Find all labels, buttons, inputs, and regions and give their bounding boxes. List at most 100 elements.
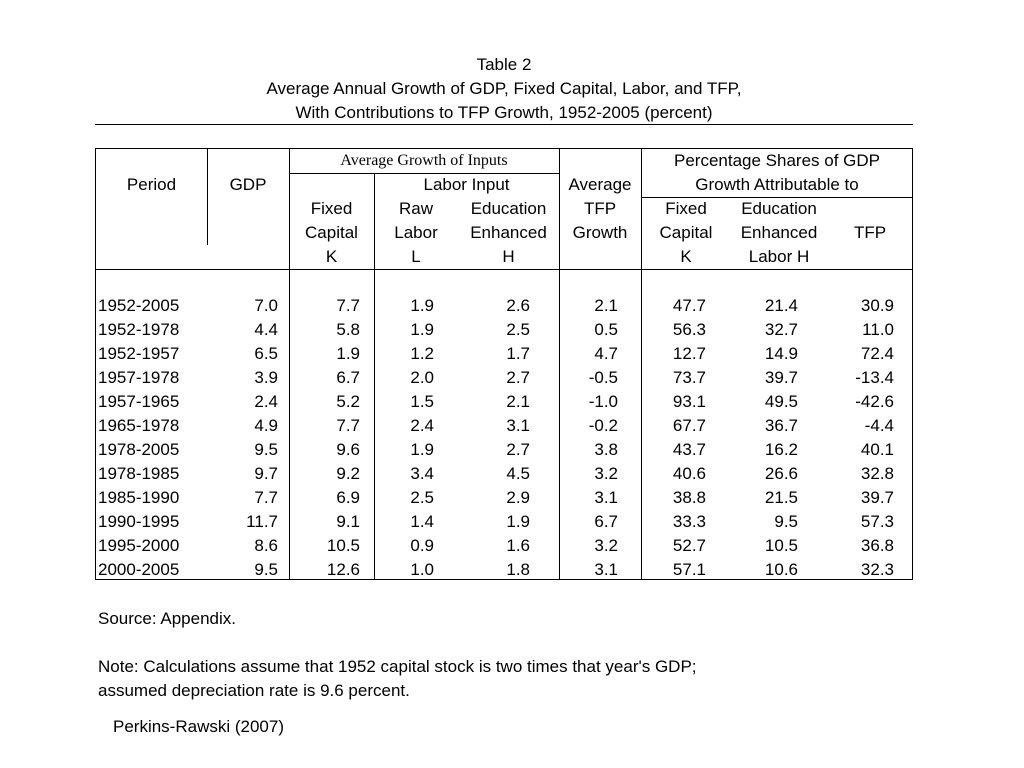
cell-share-education: 9.5: [774, 512, 798, 531]
cell-fixed-capital: 5.2: [336, 392, 360, 411]
divider-gdp-inputs: [289, 149, 290, 580]
cell-education-enhanced: 2.7: [506, 368, 530, 387]
source-note: Source: Appendix.: [98, 609, 236, 628]
cell-period: 1957-1978: [98, 368, 180, 387]
header-fixed: Fixed: [310, 199, 353, 218]
cell-share-capital: 12.7: [672, 344, 706, 363]
cell-gdp: 11.7: [246, 512, 278, 531]
header-share-capital: Capital: [659, 223, 713, 242]
cell-period: 2000-2005: [98, 560, 180, 579]
cell-share-capital: 67.7: [672, 416, 706, 435]
cell-raw-labor: 2.4: [410, 416, 434, 435]
cell-raw-labor: 1.0: [410, 560, 434, 579]
data-table: Average Growth of Inputs Percentage Shar…: [95, 148, 913, 580]
divider-fixed-raw: [374, 173, 375, 580]
cell-tfp-growth: -0.5: [588, 368, 618, 387]
cell-share-capital: 40.6: [672, 464, 706, 483]
cell-tfp-growth: 3.1: [594, 560, 618, 579]
cell-gdp: 4.4: [254, 320, 278, 339]
cell-fixed-capital: 7.7: [336, 416, 360, 435]
symbol-share-k: K: [680, 247, 692, 266]
cell-share-tfp: 36.8: [860, 536, 894, 555]
cell-share-tfp: -42.6: [855, 392, 894, 411]
cell-share-capital: 57.1: [672, 560, 706, 579]
header-pct-shares-line2: Growth Attributable to: [695, 175, 859, 194]
cell-gdp: 8.6: [254, 536, 278, 555]
cell-share-education: 49.5: [764, 392, 798, 411]
cell-fixed-capital: 10.5: [326, 536, 360, 555]
header-period: Period: [126, 175, 177, 194]
cell-raw-labor: 1.2: [410, 344, 434, 363]
cell-gdp: 2.4: [254, 392, 278, 411]
cell-fixed-capital: 1.9: [336, 344, 360, 363]
cell-raw-labor: 2.5: [410, 488, 434, 507]
rule-under-header: [96, 269, 913, 270]
cell-education-enhanced: 2.5: [506, 320, 530, 339]
cell-share-capital: 47.7: [672, 296, 706, 315]
cell-fixed-capital: 5.8: [336, 320, 360, 339]
cell-period: 1978-1985: [98, 464, 180, 483]
cell-period: 1995-2000: [98, 536, 180, 555]
note-line-2: assumed depreciation rate is 9.6 percent…: [98, 681, 410, 700]
cell-education-enhanced: 2.6: [506, 296, 530, 315]
symbol-k: K: [325, 247, 338, 266]
cell-tfp-growth: 4.7: [594, 344, 618, 363]
header-education: Education: [470, 199, 547, 218]
cell-share-education: 39.7: [764, 368, 798, 387]
cell-period: 1985-1990: [98, 488, 180, 507]
cell-gdp: 7.0: [254, 296, 278, 315]
header-share-fixed: Fixed: [665, 199, 707, 218]
cell-share-tfp: 11.0: [862, 320, 894, 339]
table-title: Table 2 Average Annual Growth of GDP, Fi…: [95, 53, 913, 125]
header-enhanced: Enhanced: [470, 223, 547, 242]
cell-share-tfp: 30.9: [860, 296, 894, 315]
cell-gdp: 6.5: [254, 344, 278, 363]
cell-gdp: 7.7: [254, 488, 278, 507]
cell-period: 1957-1965: [98, 392, 180, 411]
cell-gdp: 4.9: [254, 416, 278, 435]
cell-raw-labor: 1.9: [410, 296, 434, 315]
cell-share-tfp: 32.3: [860, 560, 894, 579]
cell-share-education: 10.5: [764, 536, 798, 555]
cell-tfp-growth: 3.2: [594, 464, 618, 483]
title-rule: [95, 124, 913, 125]
cell-raw-labor: 1.5: [410, 392, 434, 411]
header-share-tfp: TFP: [853, 223, 887, 242]
header-share-enhanced: Enhanced: [740, 223, 818, 242]
cell-share-education: 36.7: [764, 416, 798, 435]
cell-education-enhanced: 1.7: [506, 344, 530, 363]
header-labor: Labor: [394, 223, 438, 242]
cell-period: 1952-2005: [98, 296, 180, 315]
cell-share-capital: 43.7: [672, 440, 706, 459]
cell-share-capital: 33.3: [672, 512, 706, 531]
header-share-education: Education: [741, 199, 817, 218]
cell-share-capital: 52.7: [672, 536, 706, 555]
header-tfp: TFP: [583, 199, 617, 218]
cell-period: 1952-1957: [98, 344, 180, 363]
cell-raw-labor: 3.4: [410, 464, 434, 483]
cell-education-enhanced: 1.6: [506, 536, 530, 555]
cell-raw-labor: 1.9: [410, 440, 434, 459]
header-labor-input: Labor Input: [423, 175, 510, 194]
cell-education-enhanced: 2.9: [506, 488, 530, 507]
cell-share-capital: 73.7: [672, 368, 706, 387]
cell-tfp-growth: -1.0: [588, 392, 618, 411]
cell-raw-labor: 2.0: [410, 368, 434, 387]
title-line-2: Average Annual Growth of GDP, Fixed Capi…: [266, 79, 742, 98]
symbol-l: L: [411, 247, 421, 266]
cell-period: 1978-2005: [98, 440, 180, 459]
cell-raw-labor: 0.9: [410, 536, 434, 555]
rule-under-pct-shares: [641, 197, 913, 198]
header-average: Average: [568, 175, 632, 194]
cell-share-education: 10.6: [764, 560, 798, 579]
header-capital: Capital: [305, 223, 358, 242]
cell-share-education: 16.2: [764, 440, 798, 459]
divider-inputs-tfp: [559, 149, 560, 580]
cell-share-capital: 56.3: [672, 320, 706, 339]
cell-education-enhanced: 4.5: [506, 464, 530, 483]
cell-share-tfp: 57.3: [860, 512, 894, 531]
cell-fixed-capital: 6.9: [336, 488, 360, 507]
cell-education-enhanced: 3.1: [506, 416, 530, 435]
cell-tfp-growth: 3.8: [594, 440, 618, 459]
symbol-share-labor-h: Labor H: [748, 247, 810, 266]
